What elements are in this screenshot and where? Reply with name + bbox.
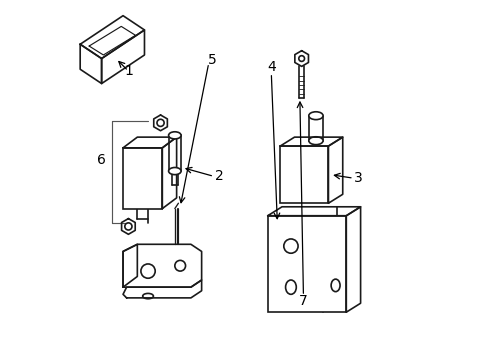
FancyBboxPatch shape xyxy=(280,146,328,203)
Text: 2: 2 xyxy=(215,170,224,184)
Ellipse shape xyxy=(168,167,181,175)
Ellipse shape xyxy=(168,132,181,139)
FancyBboxPatch shape xyxy=(123,148,162,208)
Ellipse shape xyxy=(308,112,323,120)
Text: 4: 4 xyxy=(266,60,275,75)
Ellipse shape xyxy=(308,137,323,145)
Text: 1: 1 xyxy=(124,64,133,78)
Text: 6: 6 xyxy=(97,153,106,167)
Text: 5: 5 xyxy=(207,53,216,67)
FancyBboxPatch shape xyxy=(267,216,346,312)
Text: 7: 7 xyxy=(299,294,307,309)
Text: 3: 3 xyxy=(354,171,363,185)
